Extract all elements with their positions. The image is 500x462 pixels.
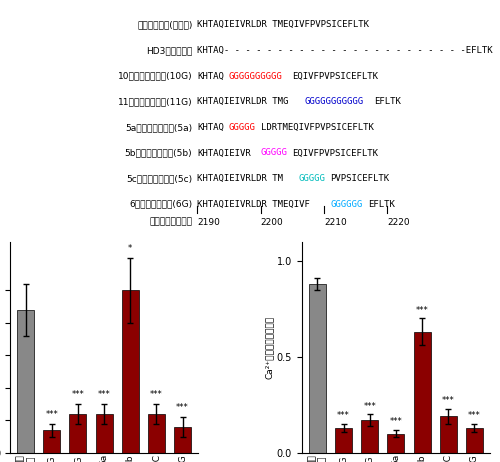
Text: EFLTK: EFLTK bbox=[368, 200, 395, 209]
Text: 5cグリシン変異体(5c): 5cグリシン変異体(5c) bbox=[126, 174, 192, 183]
Text: アミノ酸配列番号: アミノ酸配列番号 bbox=[150, 218, 192, 226]
Bar bbox=[70, 414, 86, 453]
Text: 2190: 2190 bbox=[197, 218, 220, 226]
Bar bbox=[414, 332, 430, 453]
Text: 2220: 2220 bbox=[388, 218, 410, 226]
Bar bbox=[361, 420, 378, 453]
Text: 2210: 2210 bbox=[324, 218, 346, 226]
Bar bbox=[440, 416, 456, 453]
Text: 10グリシン変異体(10G): 10グリシン変異体(10G) bbox=[118, 72, 192, 80]
Text: ***: *** bbox=[416, 305, 428, 315]
Text: KHTAQ: KHTAQ bbox=[197, 123, 224, 132]
Text: 6グリシン変異体(6G): 6グリシン変異体(6G) bbox=[130, 200, 192, 209]
Text: EQIVFPVPSICEFLTK: EQIVFPVPSICEFLTK bbox=[292, 148, 378, 158]
Bar bbox=[466, 428, 483, 453]
Text: 2200: 2200 bbox=[260, 218, 283, 226]
Bar bbox=[17, 310, 34, 453]
Text: GGGGGG: GGGGGG bbox=[330, 200, 362, 209]
Text: GGGGG: GGGGG bbox=[229, 123, 256, 132]
Text: ***: *** bbox=[176, 403, 189, 412]
Text: ***: *** bbox=[390, 417, 402, 426]
Text: KHTAQIEIVR: KHTAQIEIVR bbox=[197, 148, 251, 158]
Text: EFLTK: EFLTK bbox=[374, 97, 402, 106]
Text: ***: *** bbox=[150, 390, 163, 399]
Text: 5bグリシン変異体(5b): 5bグリシン変異体(5b) bbox=[125, 148, 192, 158]
Text: GGGGGGGGGGG: GGGGGGGGGGG bbox=[305, 97, 364, 106]
Bar bbox=[44, 430, 60, 453]
Bar bbox=[148, 414, 165, 453]
Text: ***: *** bbox=[337, 411, 350, 420]
Text: EQIVFPVPSICEFLTK: EQIVFPVPSICEFLTK bbox=[292, 72, 378, 80]
Text: ***: *** bbox=[442, 396, 454, 405]
Text: 5aグリシン変異体(5a): 5aグリシン変異体(5a) bbox=[126, 123, 192, 132]
Text: KHTAQ- - - - - - - - - - - - - - - - - - - - - - -EFLTK: KHTAQ- - - - - - - - - - - - - - - - - -… bbox=[197, 46, 493, 55]
Text: *: * bbox=[128, 244, 132, 253]
Bar bbox=[174, 427, 191, 453]
Text: KHTAQIEIVRLDR TM: KHTAQIEIVRLDR TM bbox=[197, 174, 283, 183]
Bar bbox=[96, 414, 112, 453]
Text: GGGGG: GGGGG bbox=[260, 148, 287, 158]
Y-axis label: Ca²⁺放出ピークの高さ: Ca²⁺放出ピークの高さ bbox=[265, 316, 274, 379]
Text: ***: *** bbox=[72, 390, 85, 399]
Text: GGGGGGGGGG: GGGGGGGGGG bbox=[229, 72, 282, 80]
Text: 11グリシン変異体(11G): 11グリシン変異体(11G) bbox=[118, 97, 192, 106]
Text: ***: *** bbox=[46, 410, 58, 419]
Bar bbox=[309, 284, 326, 453]
Text: LDRTMEQIVFPVPSICEFLTK: LDRTMEQIVFPVPSICEFLTK bbox=[260, 123, 374, 132]
Text: コントロール(野生型): コントロール(野生型) bbox=[137, 20, 192, 29]
Text: KHTAQIEIVRLDR TMEQIVFPVPSICEFLTK: KHTAQIEIVRLDR TMEQIVFPVPSICEFLTK bbox=[197, 20, 369, 29]
Text: KHTAQIEIVRLDR TMG: KHTAQIEIVRLDR TMG bbox=[197, 97, 288, 106]
Text: KHTAQIEIVRLDR TMEQIVF: KHTAQIEIVRLDR TMEQIVF bbox=[197, 200, 310, 209]
Bar bbox=[388, 433, 404, 453]
Text: GGGGG: GGGGG bbox=[298, 174, 326, 183]
Text: HD3欠損変異体: HD3欠損変異体 bbox=[146, 46, 192, 55]
Text: PVPSICEFLTK: PVPSICEFLTK bbox=[330, 174, 390, 183]
Text: KHTAQ: KHTAQ bbox=[197, 72, 224, 80]
Text: ***: *** bbox=[468, 411, 480, 420]
Text: ***: *** bbox=[98, 390, 110, 399]
Bar bbox=[122, 291, 139, 453]
Bar bbox=[335, 428, 352, 453]
Text: ***: *** bbox=[364, 401, 376, 411]
